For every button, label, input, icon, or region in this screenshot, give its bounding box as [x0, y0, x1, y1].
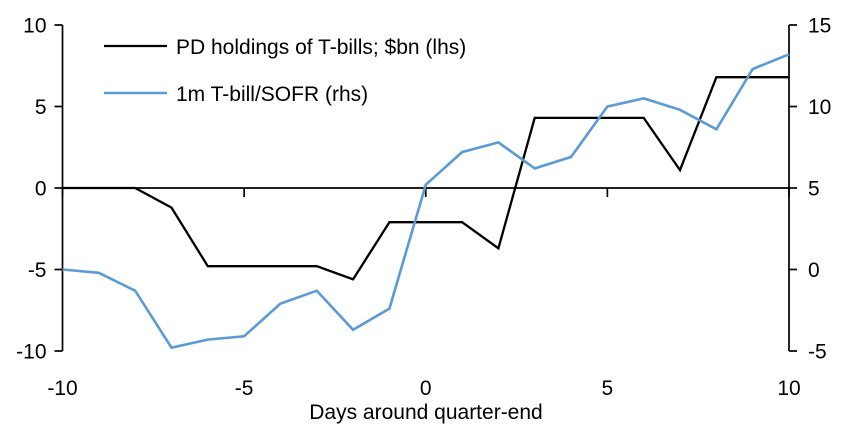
- left-axis-tick-label: 0: [35, 178, 47, 201]
- legend: PD holdings of T-bills; $bn (lhs) 1m T-b…: [104, 36, 466, 106]
- left-axis-tick-label: -10: [16, 341, 46, 364]
- x-axis-tick-label: 5: [602, 377, 614, 400]
- x-axis-tick-label: 0: [420, 377, 432, 400]
- right-axis-tick-label: -5: [808, 341, 827, 364]
- series-line-1: [62, 53, 790, 350]
- series-line-0: [62, 76, 789, 281]
- x-axis-title: Days around quarter-end: [309, 401, 542, 424]
- right-axis-tick-label: 10: [808, 96, 831, 119]
- x-axis-tick-label: 10: [777, 377, 800, 400]
- x-axis-tick-label: -5: [235, 377, 254, 400]
- right-axis-tick-label: 15: [808, 15, 831, 38]
- right-axis-tick-label: 0: [808, 259, 820, 282]
- legend-label-sofr: 1m T-bill/SOFR (rhs): [176, 83, 368, 106]
- left-axis-tick-label: -5: [28, 259, 47, 282]
- right-axis-tick-label: 5: [808, 178, 820, 201]
- series-layer: [62, 53, 790, 350]
- left-axis-tick-label: 5: [35, 96, 47, 119]
- left-axis-tick-label: 10: [23, 15, 46, 38]
- x-axis-tick-label: -10: [47, 377, 77, 400]
- legend-label-pd: PD holdings of T-bills; $bn (lhs): [176, 36, 466, 59]
- axes-layer: 10 5 0 -5 -10 15 10 5 0 -5 -10 -5 0 5 10: [16, 15, 831, 401]
